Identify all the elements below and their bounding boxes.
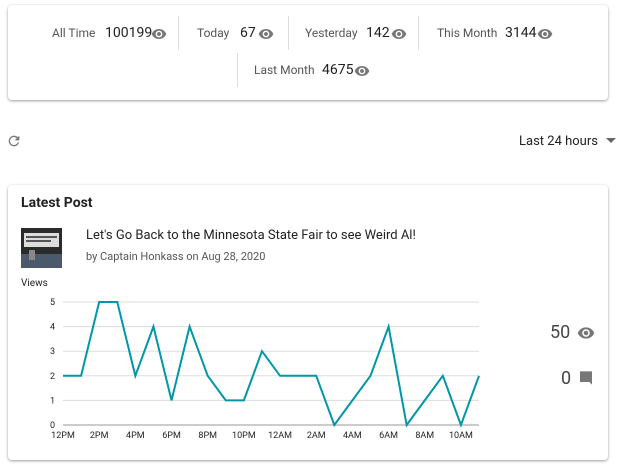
chart: Views 0 1 2 3 4 5 12PM 2PM 4PM 6PM 8PM 10PM 12AM 2AM 4… <box>21 278 480 441</box>
latest-post-card <box>8 185 608 460</box>
eye-icon <box>258 26 274 42</box>
stat-label: This Month <box>437 26 498 40</box>
y-tick-label: 4 <box>50 323 55 333</box>
x-tick-label: 4AM <box>343 431 362 441</box>
y-axis-label: Views <box>21 278 48 289</box>
separator <box>237 53 238 87</box>
y-tick-label: 0 <box>50 421 55 431</box>
x-tick-label: 2AM <box>307 431 326 441</box>
separator <box>418 16 419 50</box>
x-tick-label: 4PM <box>126 431 145 441</box>
x-tick-label: 12AM <box>268 431 292 441</box>
post-byline: by Captain Honkass on Aug 28, 2020 <box>86 250 266 263</box>
x-tick-label: 10PM <box>232 431 256 441</box>
post-thumbnail[interactable] <box>21 228 62 268</box>
dropdown-arrow[interactable] <box>606 138 616 144</box>
views-total: 50 <box>550 322 571 343</box>
separator <box>178 16 179 50</box>
x-tick-label: 8AM <box>415 431 434 441</box>
y-tick-label: 3 <box>50 347 55 357</box>
stat-value: 3144 <box>505 25 537 41</box>
stat-value: 100199 <box>105 25 153 41</box>
x-tick-label: 2PM <box>90 431 109 441</box>
refresh-button[interactable] <box>6 133 22 149</box>
y-tick-label: 5 <box>50 298 55 308</box>
x-tick-label: 10AM <box>449 431 473 441</box>
y-tick-label: 1 <box>50 396 55 406</box>
line <box>63 301 480 428</box>
stat-value: 142 <box>366 25 390 41</box>
x-tick-label: 6AM <box>379 431 398 441</box>
separator <box>288 16 289 50</box>
stat-label: Today <box>197 26 230 40</box>
stat-label: Last Month <box>254 63 315 77</box>
stat-value: 4675 <box>322 62 354 78</box>
eye-icon <box>537 26 553 42</box>
comment-icon <box>580 371 592 385</box>
x-tick-label: 12PM <box>51 431 75 441</box>
eye-icon <box>577 324 595 342</box>
x-tick-label: 6PM <box>162 431 181 441</box>
stat-label: All Time <box>52 26 96 40</box>
post-title[interactable]: Let's Go Back to the Minnesota State Fai… <box>86 228 416 243</box>
eye-icon <box>151 26 167 42</box>
comments-total: 0 <box>561 368 572 389</box>
y-tick-label: 2 <box>50 372 55 382</box>
stats-card <box>8 5 608 100</box>
card-heading: Latest Post <box>21 195 93 211</box>
eye-icon <box>354 63 370 79</box>
range-dropdown[interactable]: Last 24 hours <box>519 134 598 149</box>
stat-value: 67 <box>240 25 256 41</box>
eye-icon <box>391 26 407 42</box>
x-tick-label: 8PM <box>198 431 217 441</box>
stat-label: Yesterday <box>305 26 358 40</box>
